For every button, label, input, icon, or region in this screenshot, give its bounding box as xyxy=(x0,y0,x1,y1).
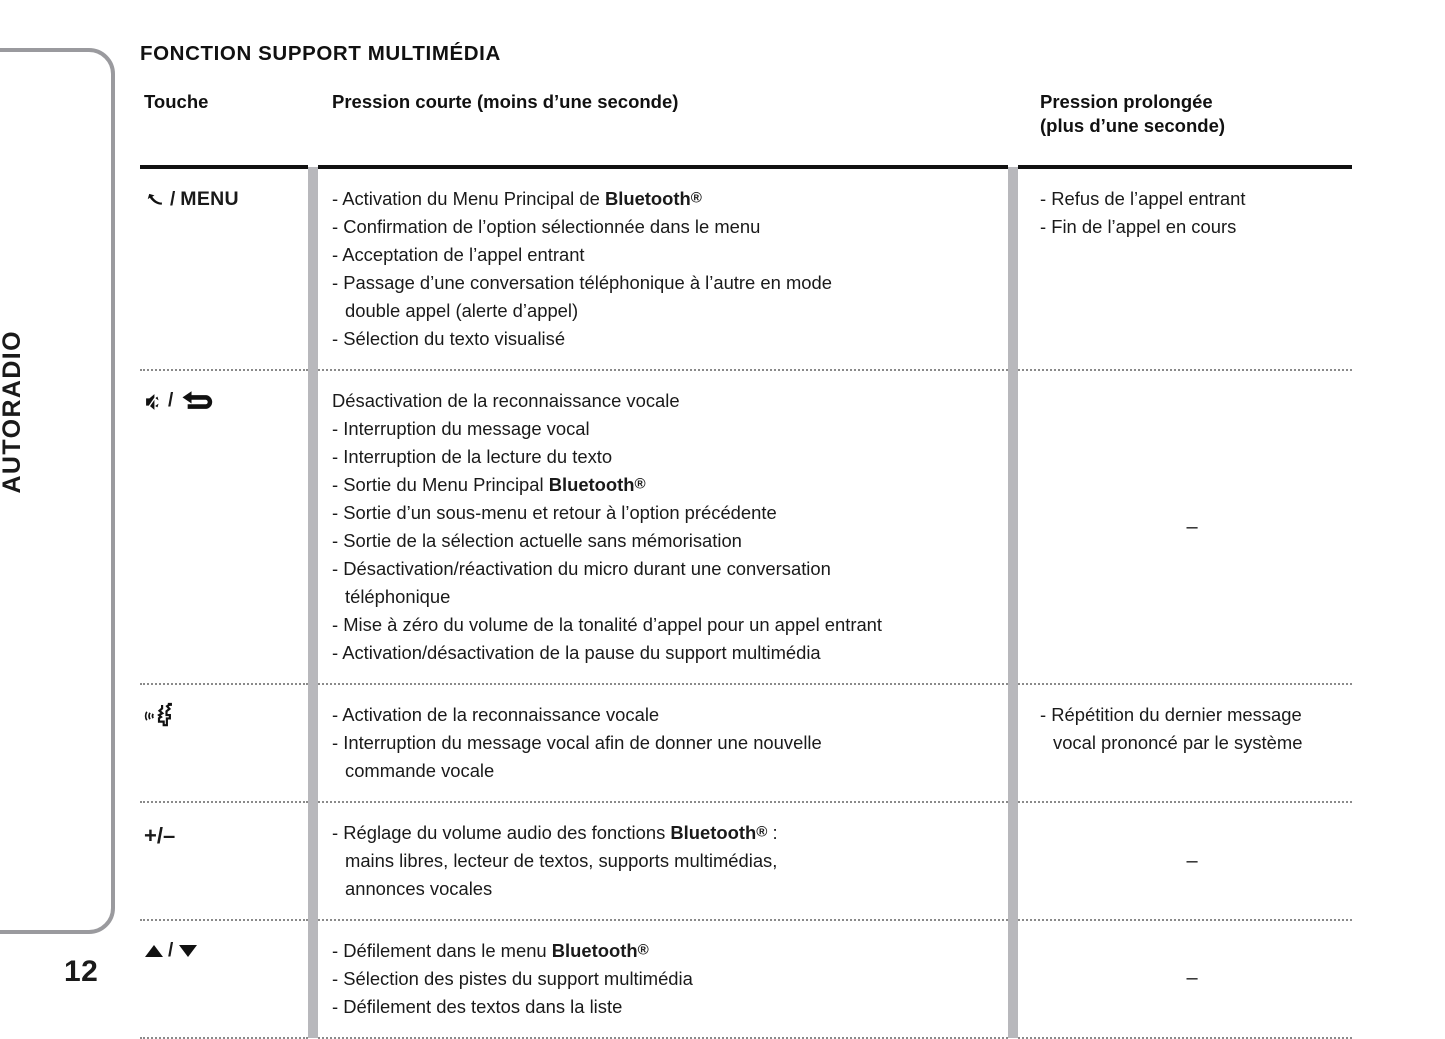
table-row: / Désactivation de la reconnaissance voc… xyxy=(140,369,1352,685)
table-header: Touche Pression courte (moins d’une seco… xyxy=(140,90,1352,167)
list-item: - Acceptation de l’appel entrant xyxy=(332,244,585,266)
row-long-press-cell-empty: – xyxy=(1018,369,1352,685)
list-item: - Réglage du volume audio des fonctions … xyxy=(332,821,778,843)
multimedia-function-table: Touche Pression courte (moins d’une seco… xyxy=(140,90,1352,1039)
list-item: - Sortie du Menu Principal Bluetooth® xyxy=(332,474,646,496)
row-key-cell-mute-back: / xyxy=(140,369,308,685)
key-separator: / xyxy=(168,939,174,961)
document-content: FONCTION SUPPORT MULTIMÉDIA Touche Press… xyxy=(140,0,1355,1039)
column-divider-2 xyxy=(1008,90,1018,167)
list-item: - Défilement dans le menu Bluetooth® xyxy=(332,939,649,961)
list-item: - Interruption de la lecture du texto xyxy=(332,446,613,468)
list-item-continuation: vocal prononcé par le système xyxy=(1053,731,1303,753)
list-item: - Refus de l’appel entrant xyxy=(1040,188,1246,210)
row-key-cell-volume: +/– xyxy=(140,800,308,921)
list-item: - Défilement des textos dans la liste xyxy=(332,995,623,1017)
page-number: 12 xyxy=(64,955,99,988)
phone-handset-icon xyxy=(144,189,166,211)
column-header-long-press: Pression prolongée (plus d’une seconde) xyxy=(1018,90,1352,167)
row-long-press-cell: - Refus de l’appel entrant - Fin de l’ap… xyxy=(1018,165,1352,372)
column-divider-1 xyxy=(308,919,318,1038)
voice-recognition-icon xyxy=(144,701,174,731)
triangle-up-icon xyxy=(144,943,164,959)
section-label-autoradio: AUTORADIO xyxy=(0,330,26,494)
list-item: - Passage d’une conversation téléphoniqu… xyxy=(332,272,832,294)
column-divider-2 xyxy=(1008,801,1018,920)
row-long-press-cell-empty: – xyxy=(1018,800,1352,921)
column-divider-1 xyxy=(308,90,318,167)
list-item: - Confirmation de l’option sélectionnée … xyxy=(332,216,761,238)
key-label-menu: MENU xyxy=(180,188,239,211)
list-item: - Sélection du texto visualisé xyxy=(332,328,566,350)
column-divider-2 xyxy=(1008,683,1018,802)
column-divider-2 xyxy=(1008,167,1018,371)
column-divider-1 xyxy=(308,683,318,802)
list-item: - Sortie d’un sous-menu et retour à l’op… xyxy=(332,502,777,524)
row-short-press-cell: - Activation de la reconnaissance vocale… xyxy=(318,682,1008,803)
table-body: / MENU - Activation du Menu Principal de… xyxy=(140,165,1352,1039)
row-long-press-cell: - Répétition du dernier message vocal pr… xyxy=(1018,682,1352,803)
list-item-continuation: téléphonique xyxy=(345,585,451,607)
speaker-mute-icon xyxy=(144,391,164,413)
list-item: - Activation/désactivation de la pause d… xyxy=(332,641,821,663)
page-title: FONCTION SUPPORT MULTIMÉDIA xyxy=(140,42,501,65)
long-press-header-line1: Pression prolongée xyxy=(1040,91,1213,112)
list-item: - Désactivation/réactivation du micro du… xyxy=(332,557,831,579)
long-press-header-line2: (plus d’une seconde) xyxy=(1040,114,1226,136)
column-divider-1 xyxy=(308,167,318,371)
column-divider-2 xyxy=(1008,919,1018,1038)
list-item-continuation: double appel (alerte d’appel) xyxy=(345,300,579,322)
list-item-continuation: mains libres, lecteur de textos, support… xyxy=(345,849,778,871)
list-item: - Interruption du message vocal xyxy=(332,418,590,440)
column-divider-2 xyxy=(1008,370,1018,684)
list-item-continuation: annonces vocales xyxy=(345,877,493,899)
column-divider-1 xyxy=(308,370,318,684)
row-key-cell-menu: / MENU xyxy=(140,165,308,372)
row-short-press-cell: - Réglage du volume audio des fonctions … xyxy=(318,800,1008,921)
triangle-down-icon xyxy=(178,943,198,959)
column-header-short-press: Pression courte (moins d’une seconde) xyxy=(332,91,679,112)
return-arrow-icon xyxy=(178,390,218,414)
row-key-cell-voice xyxy=(140,682,308,803)
table-row: +/– - Réglage du volume audio des foncti… xyxy=(140,800,1352,921)
row-short-press-cell: - Défilement dans le menu Bluetooth® - S… xyxy=(318,918,1008,1039)
column-divider-1 xyxy=(308,801,318,920)
section-tab-frame xyxy=(0,48,115,934)
list-item: - Fin de l’appel en cours xyxy=(1040,216,1237,238)
column-header-key: Touche xyxy=(144,91,209,112)
key-separator: / xyxy=(168,390,174,412)
list-item: - Répétition du dernier message xyxy=(1040,703,1302,725)
list-item: Désactivation de la reconnaissance vocal… xyxy=(332,390,680,412)
list-item: - Sélection des pistes du support multim… xyxy=(332,967,693,989)
plus-minus-icon: +/– xyxy=(144,822,176,848)
list-item: - Activation de la reconnaissance vocale xyxy=(332,703,660,725)
row-short-press-cell: Désactivation de la reconnaissance vocal… xyxy=(318,369,1008,685)
table-row: / MENU - Activation du Menu Principal de… xyxy=(140,165,1352,372)
list-item: - Activation du Menu Principal de Blueto… xyxy=(332,188,702,210)
list-item: - Sortie de la sélection actuelle sans m… xyxy=(332,530,742,551)
list-item: - Mise à zéro du volume de la tonalité d… xyxy=(332,613,883,635)
row-short-press-cell: - Activation du Menu Principal de Blueto… xyxy=(318,165,1008,372)
list-item-continuation: commande vocale xyxy=(345,759,495,781)
key-separator: / xyxy=(170,188,176,210)
table-row: - Activation de la reconnaissance vocale… xyxy=(140,682,1352,803)
table-row: / - Défilement dans le menu Bluetooth® -… xyxy=(140,918,1352,1039)
list-item: - Interruption du message vocal afin de … xyxy=(332,731,822,753)
